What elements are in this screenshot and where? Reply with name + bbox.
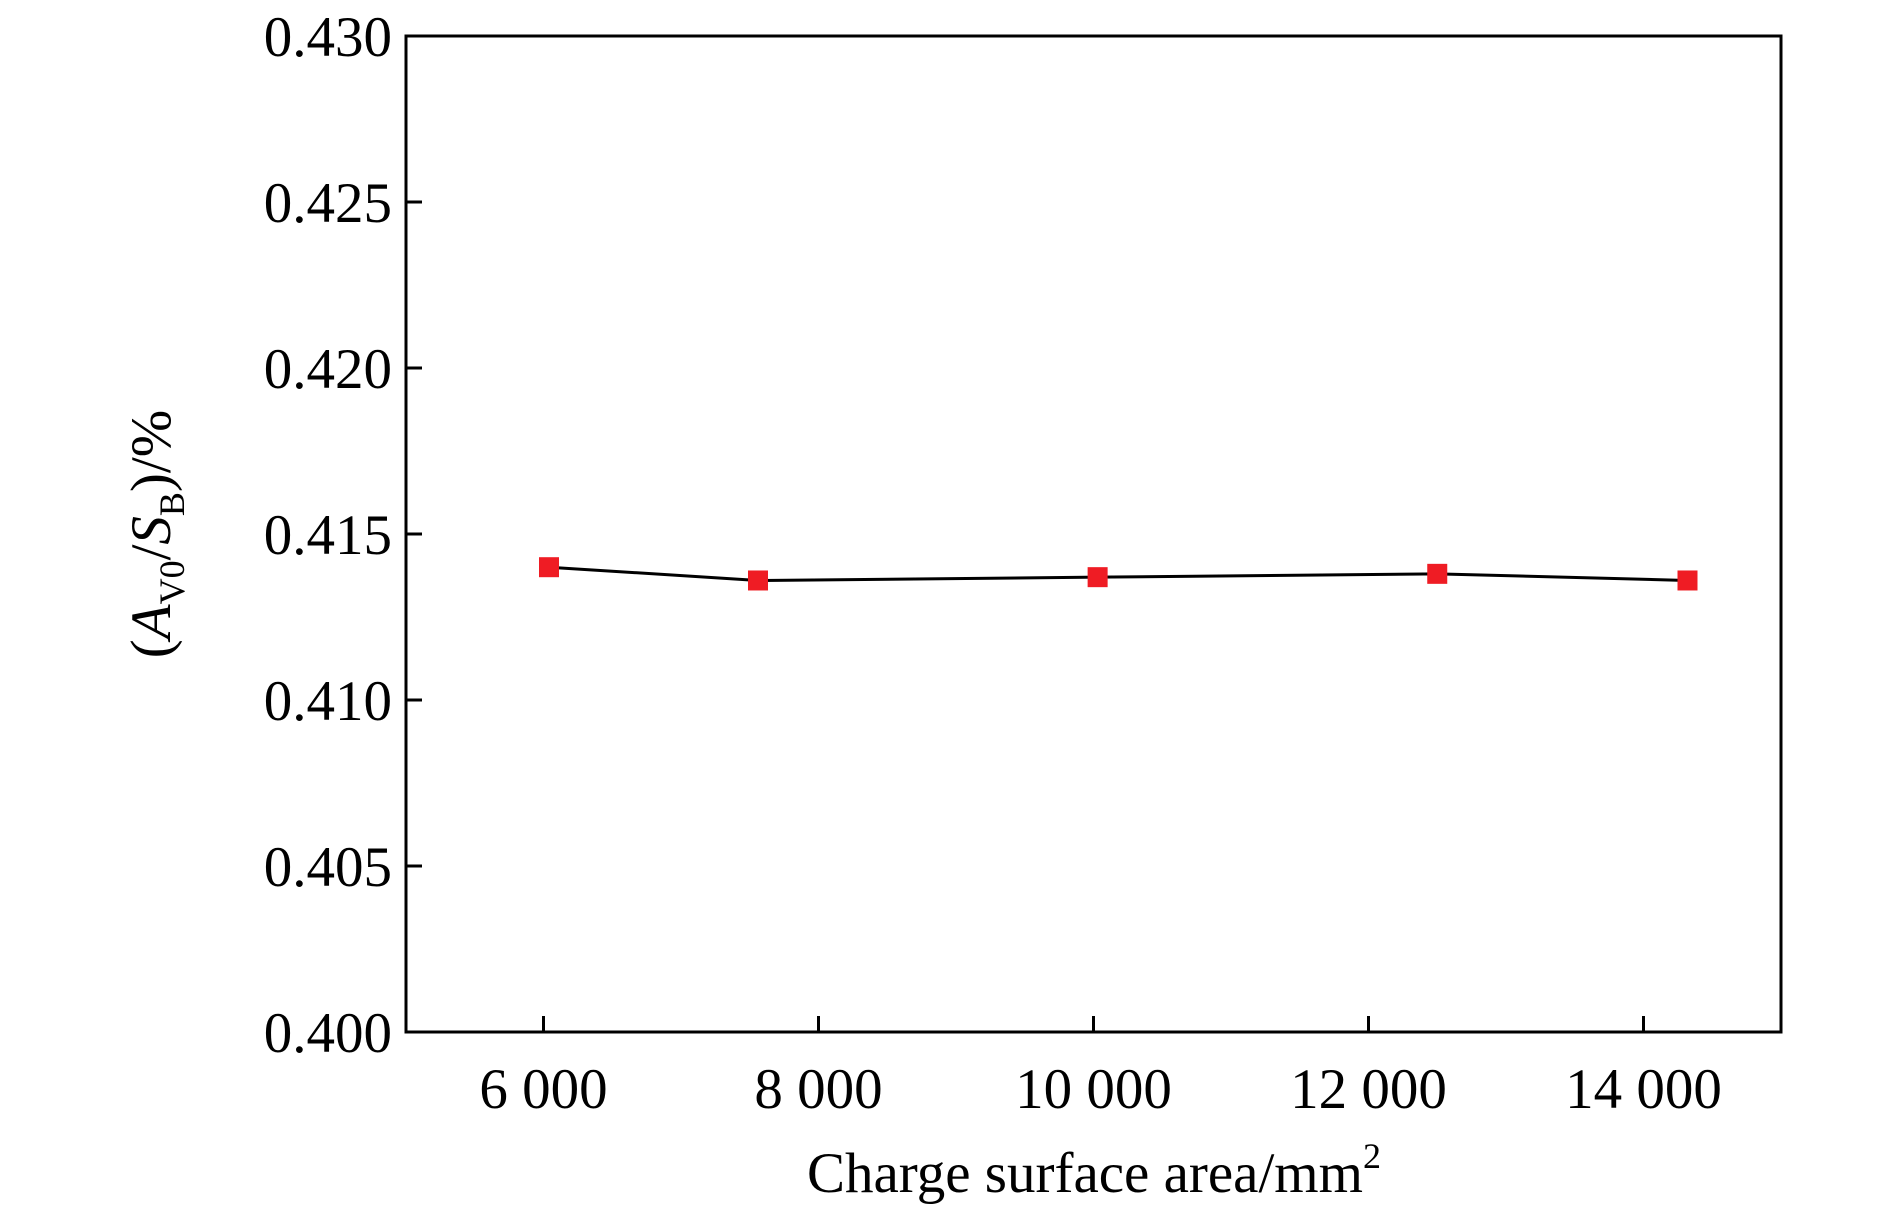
y-tick-label: 0.405 bbox=[264, 836, 392, 899]
data-point-marker bbox=[748, 570, 768, 591]
x-axis-title: Charge surface area/mm2 bbox=[807, 1136, 1381, 1205]
y-tick-label: 0.415 bbox=[264, 504, 392, 567]
x-tick-label: 8 000 bbox=[754, 1058, 882, 1121]
data-point-marker bbox=[539, 557, 559, 578]
y-tick-label: 0.430 bbox=[264, 6, 392, 69]
y-tick-label: 0.410 bbox=[264, 670, 392, 733]
y-tick-label: 0.425 bbox=[264, 172, 392, 235]
x-tick-label: 10 000 bbox=[1015, 1058, 1172, 1121]
y-tick-label: 0.420 bbox=[264, 338, 392, 401]
x-tick-label: 6 000 bbox=[479, 1058, 607, 1121]
y-axis-ticks: 0.400 0.405 0.410 0.415 0.420 0.425 0.430 bbox=[264, 6, 422, 1065]
x-axis-ticks: 6 000 8 000 10 000 12 000 14 000 bbox=[479, 1016, 1722, 1121]
data-point-marker bbox=[1677, 570, 1698, 591]
data-point-marker bbox=[1087, 567, 1108, 588]
data-series bbox=[539, 557, 1698, 591]
series-line bbox=[548, 565, 1688, 582]
x-tick-label: 12 000 bbox=[1290, 1058, 1447, 1121]
y-tick-label: 0.400 bbox=[264, 1002, 392, 1065]
x-tick-label: 14 000 bbox=[1565, 1058, 1722, 1121]
plot-frame bbox=[404, 34, 1783, 1034]
y-axis-title: (AV0/SB)/% bbox=[120, 410, 192, 658]
data-point-marker bbox=[1427, 563, 1448, 584]
